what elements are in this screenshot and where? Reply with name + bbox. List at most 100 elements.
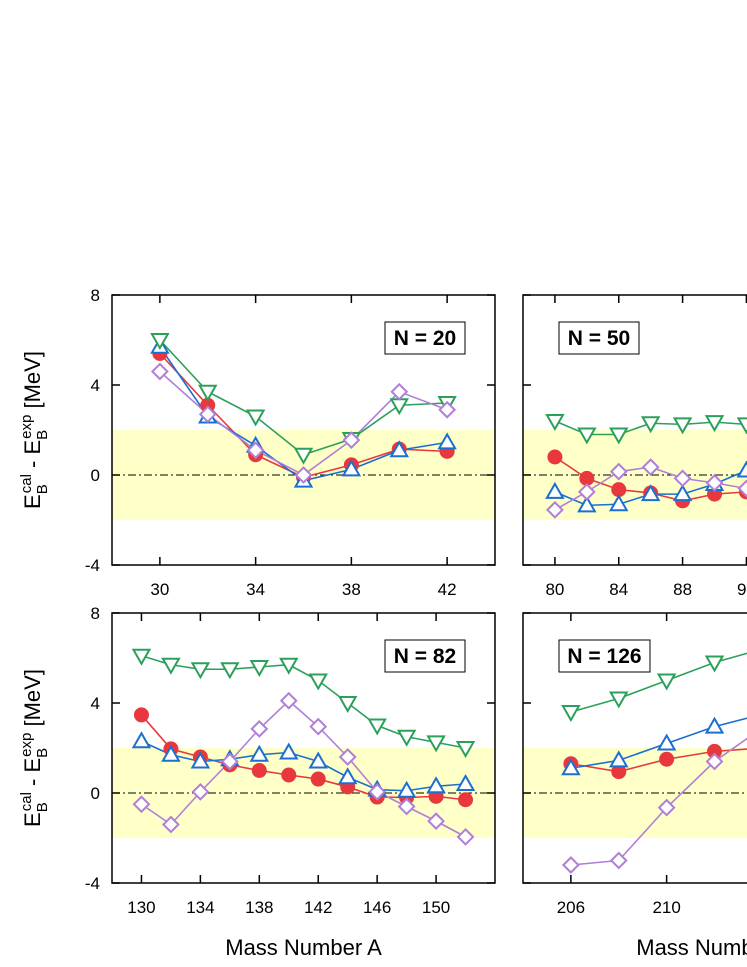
marker-triangle	[609, 750, 629, 768]
y-axis-label-part: [MeV]	[20, 351, 45, 415]
y-tick-label: 0	[91, 466, 100, 485]
marker-diamond	[250, 719, 269, 738]
marker-circle	[659, 751, 675, 767]
marker-diamond	[456, 827, 475, 846]
marker-circle	[458, 792, 474, 808]
x-axis-label: Mass Number A	[636, 935, 747, 960]
y-tick-label: -4	[85, 556, 100, 575]
marker-triangle-down	[150, 333, 170, 351]
marker-diamond	[150, 362, 169, 381]
marker-triangle	[131, 731, 152, 749]
y-axis-label-part: E	[20, 812, 45, 827]
marker-triangle-down	[220, 662, 240, 680]
marker-circle	[251, 763, 267, 778]
marker-diamond	[191, 782, 210, 801]
annotation-box	[558, 639, 651, 673]
marker-triangle	[308, 751, 328, 769]
marker-triangle	[249, 744, 270, 762]
marker-diamond	[561, 856, 580, 874]
x-tick-label: 42	[438, 580, 457, 599]
marker-triangle	[455, 773, 476, 791]
marker-diamond	[338, 748, 357, 766]
y-axis-label-part: cal	[18, 474, 35, 493]
x-tick-label: 142	[304, 898, 332, 917]
y-tick-label: 8	[91, 604, 100, 623]
y-axis-label-part: E	[20, 494, 45, 509]
marker-triangle-down	[161, 657, 181, 675]
marker-triangle-down	[736, 417, 747, 435]
marker-diamond	[737, 479, 747, 498]
marker-circle	[579, 470, 595, 486]
y-axis-label-part: B	[34, 484, 51, 494]
marker-diamond	[246, 441, 265, 460]
x-axis-label: Mass Number A	[225, 935, 382, 960]
y-axis-label-part: - E	[20, 440, 45, 474]
marker-triangle-down	[656, 673, 677, 691]
plot-frame	[522, 612, 747, 884]
annotation-box	[558, 321, 640, 355]
marker-triangle-down	[672, 417, 693, 435]
marker-triangle-down	[308, 673, 328, 691]
marker-triangle	[640, 484, 661, 502]
marker-triangle-down	[389, 398, 409, 416]
marker-triangle-down	[131, 648, 152, 666]
marker-triangle-down	[396, 729, 417, 747]
marker-triangle-down	[577, 427, 597, 445]
marker-triangle	[161, 744, 181, 762]
marker-diamond	[198, 405, 217, 424]
marker-diamond	[279, 691, 298, 710]
marker-triangle-down	[545, 414, 565, 432]
marker-triangle-down	[640, 416, 661, 434]
marker-triangle-down	[279, 657, 299, 675]
marker-diamond	[438, 400, 457, 419]
marker-triangle	[426, 776, 446, 794]
marker-diamond	[673, 469, 692, 488]
marker-diamond	[657, 798, 676, 817]
marker-diamond	[546, 500, 564, 519]
y-axis-label-part: cal	[18, 792, 35, 811]
marker-triangle-down	[561, 705, 581, 723]
y-tick-label: 8	[91, 286, 100, 305]
marker-triangle	[561, 758, 581, 776]
marker-diamond	[368, 782, 387, 801]
marker-circle	[133, 707, 149, 723]
marker-diamond	[162, 815, 180, 834]
x-tick-label: 92	[737, 580, 747, 599]
marker-triangle	[190, 751, 211, 769]
x-tick-label: 206	[557, 898, 585, 917]
marker-circle	[547, 449, 563, 465]
marker-diamond	[705, 752, 724, 771]
marker-triangle-down	[293, 447, 314, 465]
marker-triangle-down	[609, 691, 629, 709]
x-tick-label: 150	[422, 898, 450, 917]
plot-frame	[111, 612, 496, 884]
marker-diamond	[390, 382, 409, 401]
marker-triangle-down	[455, 741, 476, 759]
y-axis-label: EBcal - EBexp [MeV]	[18, 351, 51, 509]
panel: 80 84 88 92 N = 50	[522, 294, 747, 599]
x-tick-label: 30	[150, 580, 169, 599]
marker-diamond	[577, 482, 596, 501]
marker-triangle	[609, 494, 629, 512]
plot-frame	[522, 294, 747, 566]
x-tick-label: 38	[342, 580, 361, 599]
marker-circle	[310, 771, 326, 787]
marker-triangle-down	[249, 660, 270, 678]
annotation: N = 20	[394, 327, 456, 350]
marker-triangle-down	[704, 655, 725, 673]
marker-diamond	[342, 431, 361, 450]
marker-triangle	[545, 481, 565, 499]
marker-triangle-down	[245, 409, 266, 427]
annotation: N = 126	[567, 645, 641, 668]
x-tick-label: 138	[245, 898, 273, 917]
marker-triangle-down	[609, 427, 629, 445]
marker-triangle	[656, 733, 677, 751]
marker-triangle	[672, 484, 693, 502]
marker-diamond	[220, 752, 239, 771]
marker-triangle-down	[190, 662, 211, 680]
marker-diamond	[427, 812, 445, 831]
marker-diamond	[641, 458, 660, 477]
annotation-box	[384, 321, 466, 355]
